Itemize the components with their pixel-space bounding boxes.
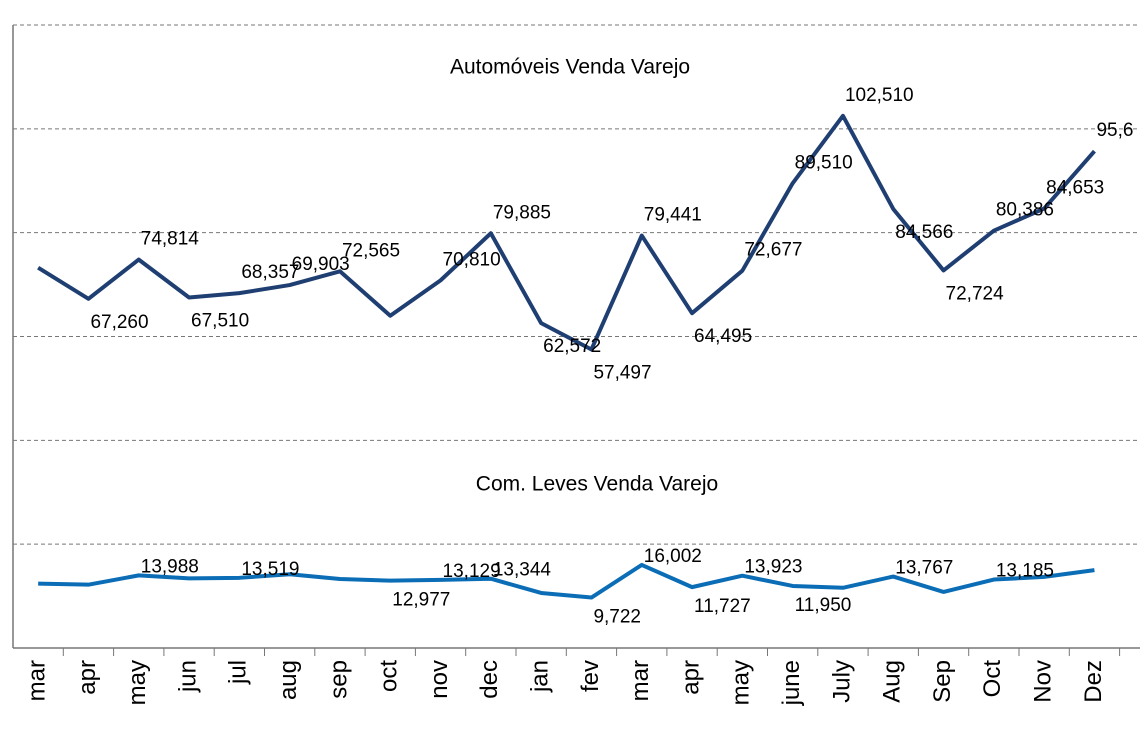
- x-tick-label: Nov: [1029, 660, 1056, 703]
- data-label: 13,767: [895, 558, 953, 579]
- data-label: 64,495: [694, 326, 752, 347]
- x-tick-label: jul: [225, 660, 252, 685]
- x-tick-label: Sep: [929, 660, 956, 703]
- x-tick-label: aug: [275, 660, 302, 700]
- data-label: 72,677: [744, 240, 802, 261]
- series-title: Com. Leves Venda Varejo: [476, 473, 718, 496]
- x-tick-label: mar: [627, 660, 654, 701]
- data-label: 11,727: [694, 596, 751, 617]
- line-series: [38, 562, 1095, 600]
- x-tick-label: oct: [376, 660, 403, 692]
- data-label: 79,885: [493, 202, 551, 223]
- x-tick-label: june: [778, 660, 805, 706]
- data-label: 102,510: [845, 85, 914, 106]
- data-label: 13,923: [744, 557, 802, 578]
- data-label: 74,814: [141, 229, 200, 250]
- x-tick-label: apr: [677, 660, 704, 695]
- data-label: 67,510: [191, 311, 249, 332]
- x-tick-label: sep: [325, 660, 352, 699]
- data-label: 12,977: [392, 590, 450, 611]
- data-label: 72,565: [342, 240, 400, 261]
- x-tick-label: fev: [577, 660, 604, 692]
- data-label: 13,344: [493, 560, 552, 581]
- x-tick-label: mar: [23, 660, 50, 701]
- x-tick-label: July: [828, 660, 855, 703]
- data-label: 62,572: [543, 336, 601, 357]
- data-label: 67,260: [90, 312, 148, 333]
- data-label: 11,950: [795, 595, 852, 616]
- data-label: 80,386: [996, 200, 1054, 221]
- data-label: 95,6: [1096, 120, 1133, 141]
- data-label: 57,497: [593, 363, 651, 384]
- data-label: 79,441: [644, 205, 702, 226]
- x-tick-label: may: [124, 660, 151, 705]
- x-tick-label: Oct: [979, 660, 1006, 698]
- data-label: 16,002: [644, 546, 702, 567]
- x-tick-label: apr: [74, 660, 101, 695]
- data-label: 89,510: [795, 152, 853, 173]
- x-tick-label: nov: [426, 660, 453, 699]
- data-label: 70,810: [443, 249, 501, 270]
- x-tick-label: jun: [174, 660, 201, 693]
- data-label: 13,519: [241, 559, 299, 580]
- data-label: 69,903: [292, 254, 350, 275]
- x-tick-label: Dez: [1080, 660, 1107, 703]
- data-label: 13,185: [996, 561, 1054, 582]
- series-title: Automóveis Venda Varejo: [450, 56, 690, 79]
- data-label: 68,357: [241, 262, 299, 283]
- x-tick-label: jan: [526, 660, 553, 693]
- x-tick-label: may: [728, 660, 755, 705]
- data-label: 84,566: [895, 222, 953, 243]
- data-label: 9,722: [593, 607, 641, 628]
- data-label: 13,988: [141, 556, 199, 577]
- data-label: 72,724: [946, 283, 1005, 304]
- data-label: 13,129: [443, 561, 501, 582]
- data-label: 84,653: [1046, 178, 1104, 199]
- x-tick-label: dec: [476, 660, 503, 699]
- line-series: [37, 113, 1096, 352]
- x-tick-label: Aug: [879, 660, 906, 703]
